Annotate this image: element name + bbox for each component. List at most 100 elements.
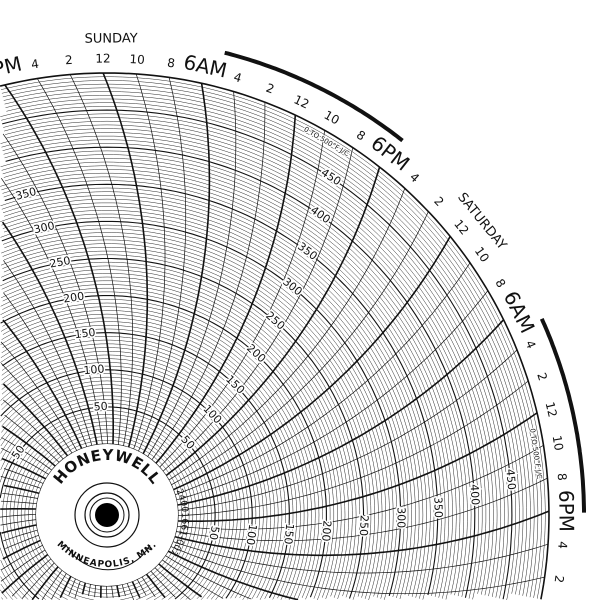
time-label: 4 (232, 70, 243, 86)
chart-grid (0, 72, 550, 600)
major-value-circle (2, 332, 290, 599)
minor-time-line (51, 573, 67, 600)
minor-time-line (3, 292, 88, 448)
major-time-line (59, 575, 72, 599)
minor-time-line (105, 585, 108, 599)
minor-time-line (0, 549, 46, 582)
major-time-line (2, 539, 41, 560)
major-value-circle (0, 72, 550, 600)
major-time-line (1, 524, 37, 534)
minor-time-line (5, 534, 40, 549)
minor-time-line (94, 585, 97, 598)
minor-time-line (150, 570, 176, 598)
scale-value-label: 50 (93, 400, 108, 414)
minor-time-line (177, 380, 529, 517)
day-label: SUNDAY (85, 31, 138, 46)
scale-value-label: 250 (357, 515, 371, 537)
minor-value-circle (3, 269, 353, 599)
major-time-line (145, 573, 166, 599)
minor-value-circle (0, 150, 472, 597)
time-label: 10 (322, 108, 342, 128)
minor-time-line (147, 91, 237, 457)
minor-time-line (0, 341, 78, 451)
minor-value-circle (4, 165, 457, 600)
minor-time-line (1, 447, 49, 475)
scale-value-label: 100 (200, 402, 224, 426)
scale-value-label: 100 (244, 523, 260, 546)
minor-value-circle (2, 247, 375, 598)
scale-value-label: 200 (319, 520, 333, 542)
time-label: 2 (65, 53, 74, 68)
minor-time-line (174, 262, 471, 496)
time-label: 4 (407, 170, 422, 185)
minor-value-circle (4, 143, 479, 599)
minor-time-line (141, 576, 156, 597)
minor-time-line (0, 476, 42, 489)
scale-value-label: 50 (9, 443, 28, 462)
minor-time-line (176, 290, 489, 501)
minor-value-circle (1, 343, 279, 599)
minor-time-line (36, 78, 122, 445)
major-time-line (173, 236, 451, 491)
minor-time-line (1, 178, 103, 445)
minor-value-circle (1, 339, 283, 600)
scale-value-label: 300 (33, 219, 56, 236)
time-label: 8 (492, 276, 508, 290)
minor-value-circle (2, 158, 464, 596)
minor-value-circle (3, 87, 535, 597)
time-label: 6AM (181, 50, 229, 83)
time-label: 2 (534, 371, 550, 383)
time-label: 12 (451, 217, 472, 238)
major-time-line (1, 221, 98, 445)
minor-time-line (168, 188, 406, 481)
scale-value-label: 450 (319, 166, 344, 188)
major-time-line (4, 84, 114, 445)
major-time-line (177, 319, 505, 506)
minor-value-circle (3, 180, 442, 596)
minor-value-circle (6, 98, 524, 595)
minor-time-line (162, 147, 354, 472)
minor-time-line (2, 492, 38, 499)
major-time-line (2, 425, 56, 467)
major-value-circle (4, 183, 439, 596)
minor-value-circle (1, 154, 468, 597)
minor-value-circle (2, 306, 316, 600)
minor-time-line (126, 582, 135, 600)
major-time-line (3, 484, 40, 495)
minor-value-circle (1, 106, 516, 600)
minor-time-line (154, 567, 191, 600)
scale-value-label: 350 (431, 497, 444, 518)
time-label: 12 (292, 92, 312, 111)
minor-value-circle (1, 321, 301, 600)
minor-value-circle (0, 128, 494, 596)
minor-value-circle (1, 254, 368, 600)
major-time-line (1, 457, 47, 480)
center-hole (95, 503, 119, 527)
scale-value-label: 100 (83, 362, 105, 377)
hub-ring-outer (74, 482, 140, 548)
scale-value-label: 250 (49, 254, 72, 271)
minor-time-line (176, 477, 548, 542)
minor-time-line (74, 580, 81, 599)
minor-value-circle (3, 161, 461, 595)
scale-value-label: 450 (503, 468, 518, 490)
scale-value-label: 200 (62, 290, 85, 306)
minor-value-circle (1, 376, 246, 600)
major-time-line (2, 319, 83, 449)
minor-time-line (159, 130, 326, 468)
time-label: 8 (555, 473, 570, 482)
minor-value-circle (0, 388, 234, 600)
minor-time-line (0, 513, 37, 518)
minor-value-circle (0, 325, 297, 599)
minor-value-circle (5, 120, 502, 597)
minor-time-line (171, 211, 429, 486)
minor-time-line (0, 519, 37, 526)
major-time-line (131, 581, 141, 599)
minor-value-circle (1, 354, 268, 600)
minor-value-circle (3, 113, 509, 599)
time-label: 10 (472, 244, 492, 265)
time-label: 6AM (499, 287, 540, 337)
minor-time-line (138, 77, 187, 452)
minor-time-line (1, 437, 53, 471)
minor-time-line (3, 260, 93, 446)
